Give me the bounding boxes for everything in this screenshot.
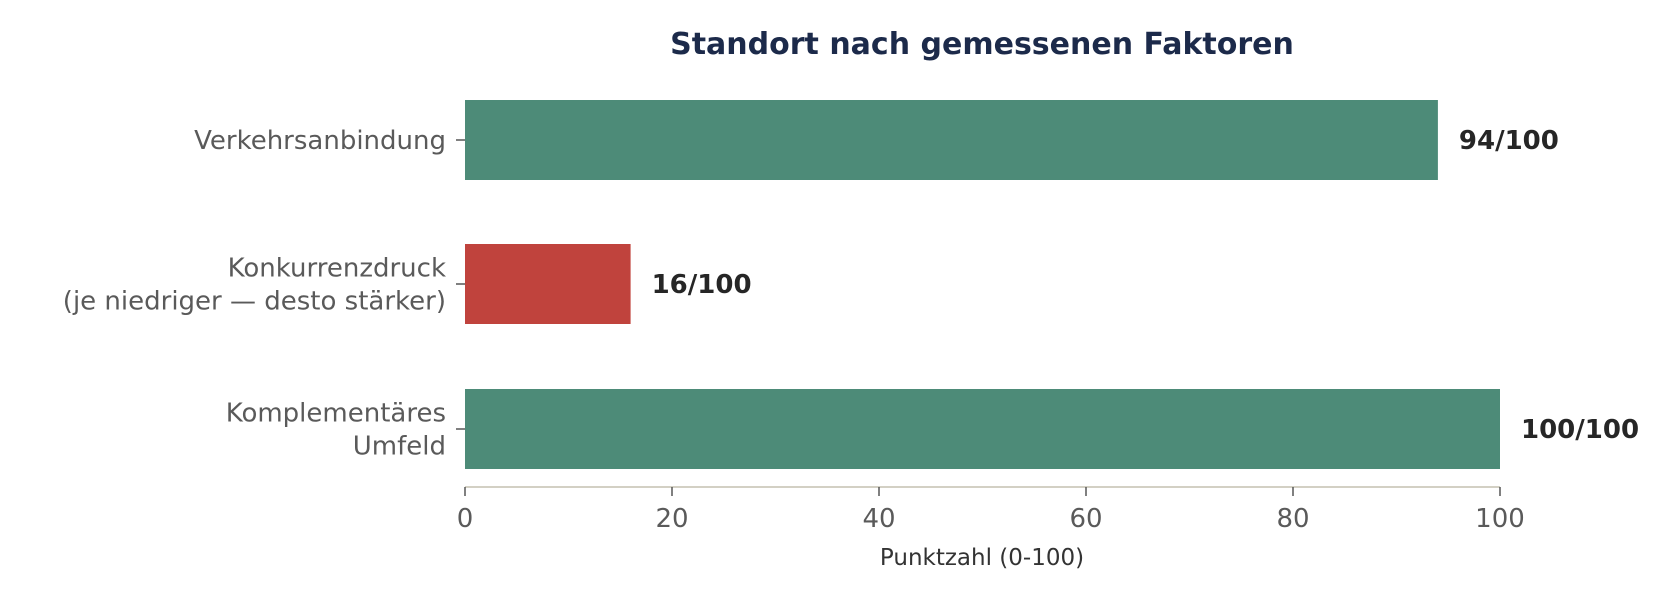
x-tick-label-40: 40 <box>862 504 895 534</box>
bar-2 <box>465 244 631 324</box>
bar-1 <box>465 100 1438 180</box>
x-tick-label-20: 20 <box>655 504 688 534</box>
category-label-1: Verkehrsanbindung <box>194 126 446 156</box>
category-label-2: Konkurrenzdruck (je niedriger — desto stä… <box>63 254 446 317</box>
value-label-1: 94/100 <box>1459 126 1559 156</box>
value-labels: 94/100 16/100 100/100 <box>652 126 1639 445</box>
x-tick-label-100: 100 <box>1475 504 1525 534</box>
chart-title: Standort nach gemessenen Faktoren <box>670 27 1294 62</box>
x-tick-label-80: 80 <box>1276 504 1309 534</box>
category-label-3: Komplementäres Umfeld <box>226 399 446 462</box>
x-tick-label-60: 60 <box>1069 504 1102 534</box>
x-axis-ticks: 0 20 40 60 80 100 <box>457 487 1525 534</box>
x-axis-label: Punktzahl (0-100) <box>880 545 1084 571</box>
bars-group <box>465 100 1500 469</box>
value-label-3: 100/100 <box>1521 415 1639 445</box>
y-tick-marks <box>456 139 465 430</box>
x-tick-label-0: 0 <box>457 504 474 534</box>
value-label-2: 16/100 <box>652 270 752 300</box>
bar-3 <box>465 389 1500 469</box>
category-labels: Verkehrsanbindung Konkurrenzdruck (je nied… <box>63 126 446 462</box>
